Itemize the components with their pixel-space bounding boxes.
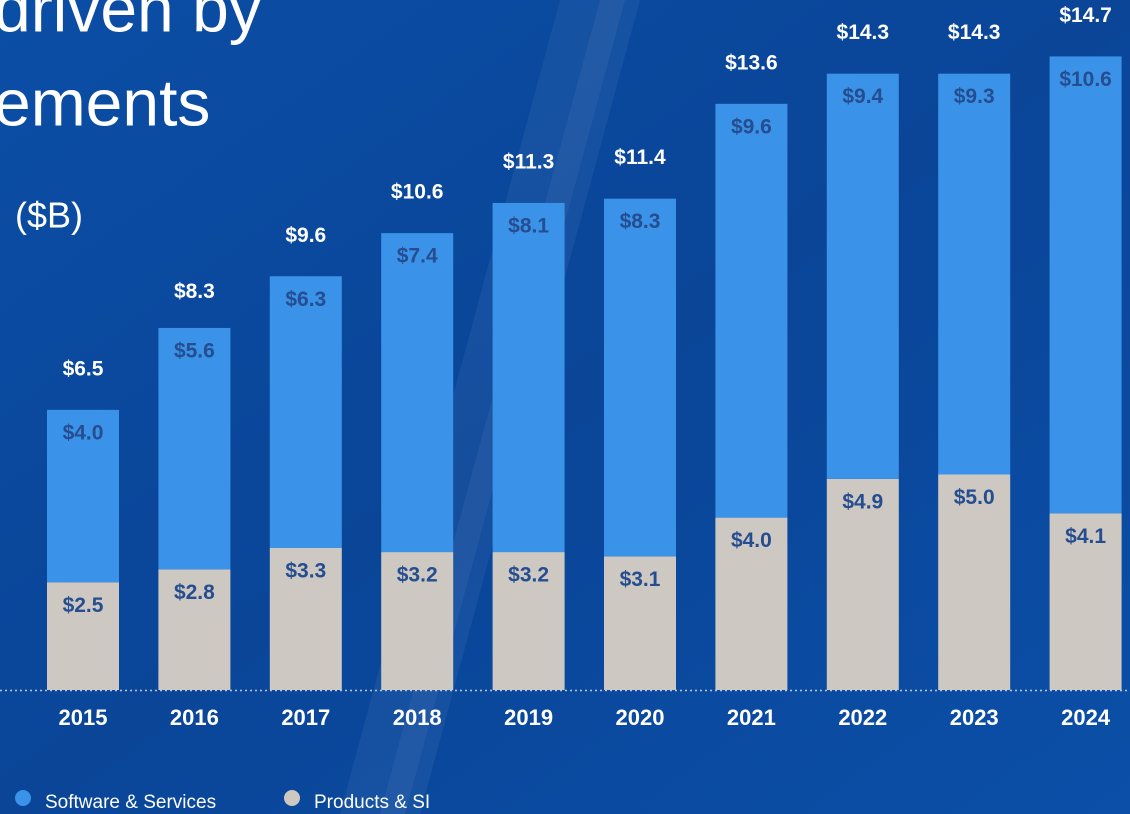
segment-label: $2.5 (63, 594, 104, 617)
segment-label: $3.1 (620, 568, 661, 591)
segment-label: $8.1 (508, 215, 549, 238)
segment-label: $9.4 (842, 85, 883, 108)
bar-segment (604, 198, 676, 557)
legend-label: Software & Services (45, 792, 216, 813)
total-label: $14.3 (948, 21, 1001, 44)
x-tick-label: 2020 (616, 705, 665, 730)
total-label: $11.4 (614, 146, 666, 169)
segment-label: $3.2 (397, 564, 438, 587)
bar-segment (492, 202, 565, 553)
x-tick-label: 2017 (281, 705, 330, 730)
title-line: ements (0, 65, 210, 139)
segment-label: $5.0 (954, 486, 995, 509)
bar-segment (604, 556, 676, 690)
total-label: $10.6 (391, 181, 444, 204)
segment-label: $9.3 (954, 85, 995, 108)
bar-segment (158, 569, 231, 690)
bar-segment (715, 517, 788, 690)
bar-segment (826, 73, 899, 479)
bar-segment (1049, 513, 1122, 690)
legend-marker (15, 790, 31, 806)
segment-label: $3.2 (508, 564, 549, 587)
legend-label: Products & SI (314, 792, 430, 813)
segment-label: $8.3 (620, 210, 661, 233)
segment-label: $3.3 (285, 559, 326, 582)
segment-label: $2.8 (174, 581, 215, 604)
bar-segment (381, 233, 454, 553)
segment-label: $9.6 (731, 115, 772, 138)
bar-segment (269, 547, 342, 690)
legend-marker (284, 790, 300, 806)
bar-segment (158, 327, 231, 570)
total-label: $14.7 (1059, 4, 1112, 27)
x-tick-label: 2015 (59, 705, 108, 730)
x-tick-label: 2023 (950, 705, 999, 730)
bar-segment (938, 474, 1011, 690)
segment-label: $7.4 (397, 245, 438, 268)
total-label: $8.3 (174, 280, 215, 303)
x-tick-label: 2019 (504, 705, 553, 730)
bar-segment (826, 478, 899, 690)
segment-label: $6.3 (285, 288, 326, 311)
segment-label: $4.1 (1065, 525, 1106, 548)
bar-segment (938, 73, 1011, 475)
total-label: $13.6 (725, 51, 778, 74)
bar-segment (47, 409, 119, 583)
segment-label: $4.0 (63, 421, 104, 444)
bar-segment (269, 276, 342, 548)
bar-segment (492, 552, 565, 690)
total-label: $9.6 (285, 224, 326, 247)
x-tick-label: 2018 (393, 705, 442, 730)
unit-label: ($B) (15, 195, 83, 236)
x-tick-label: 2016 (170, 705, 219, 730)
bar-segment (715, 103, 788, 518)
x-tick-label: 2024 (1061, 705, 1111, 730)
segment-label: $4.9 (842, 490, 883, 513)
segment-label: $5.6 (174, 340, 215, 363)
segment-label: $4.0 (731, 529, 772, 552)
bar-segment (381, 552, 454, 690)
x-tick-label: 2021 (727, 705, 776, 730)
title-line: driven by (0, 0, 262, 45)
total-label: $11.3 (503, 151, 554, 174)
total-label: $6.5 (63, 357, 104, 380)
bar-segment (47, 582, 119, 690)
x-tick-label: 2022 (838, 705, 887, 730)
total-label: $14.3 (837, 21, 890, 44)
bar-segment (1049, 56, 1122, 514)
segment-label: $10.6 (1059, 68, 1112, 91)
